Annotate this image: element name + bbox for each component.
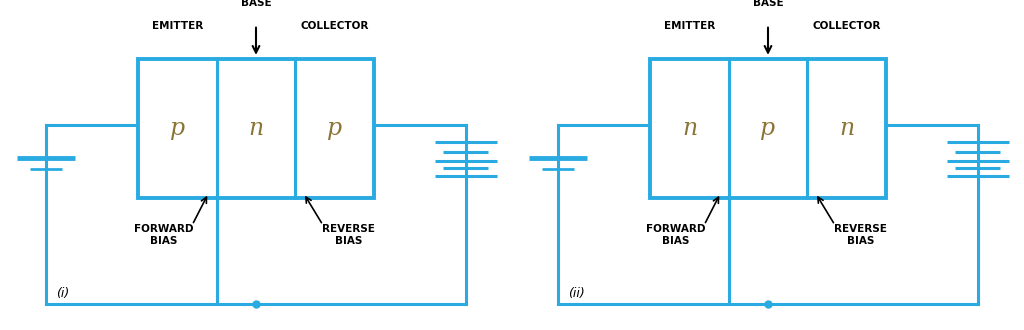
Text: COLLECTOR: COLLECTOR [812,21,881,31]
Text: n: n [839,117,854,140]
Text: FORWARD
BIAS: FORWARD BIAS [646,224,706,246]
Text: p: p [327,117,342,140]
Text: n: n [249,117,263,140]
Text: (ii): (ii) [568,287,585,300]
Text: BASE: BASE [753,0,783,8]
Text: REVERSE
BIAS: REVERSE BIAS [835,224,887,246]
Text: (i): (i) [56,287,70,300]
Text: p: p [170,117,185,140]
Text: p: p [761,117,775,140]
Bar [138,59,374,198]
Bar [650,59,886,198]
Text: EMITTER: EMITTER [152,21,203,31]
Text: BASE: BASE [241,0,271,8]
Text: FORWARD
BIAS: FORWARD BIAS [134,224,194,246]
Text: COLLECTOR: COLLECTOR [300,21,369,31]
Text: REVERSE
BIAS: REVERSE BIAS [323,224,375,246]
Text: EMITTER: EMITTER [664,21,715,31]
Text: n: n [682,117,697,140]
